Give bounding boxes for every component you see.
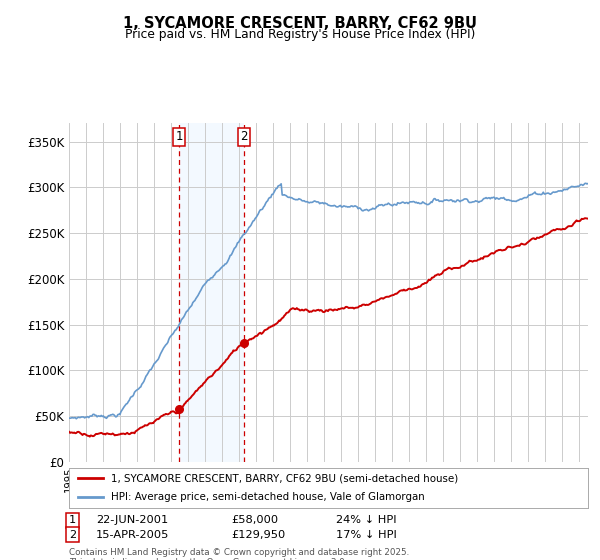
Text: 1, SYCAMORE CRESCENT, BARRY, CF62 9BU (semi-detached house): 1, SYCAMORE CRESCENT, BARRY, CF62 9BU (s… <box>110 474 458 483</box>
Text: HPI: Average price, semi-detached house, Vale of Glamorgan: HPI: Average price, semi-detached house,… <box>110 492 424 502</box>
Text: 15-APR-2005: 15-APR-2005 <box>96 530 169 540</box>
Text: 22-JUN-2001: 22-JUN-2001 <box>96 515 168 525</box>
Text: £129,950: £129,950 <box>231 530 285 540</box>
Bar <box>179 123 244 462</box>
Text: £58,000: £58,000 <box>231 515 278 525</box>
Text: 1: 1 <box>175 130 183 143</box>
Text: 1: 1 <box>69 515 76 525</box>
Text: 2: 2 <box>240 130 248 143</box>
Text: 1, SYCAMORE CRESCENT, BARRY, CF62 9BU: 1, SYCAMORE CRESCENT, BARRY, CF62 9BU <box>123 16 477 31</box>
Text: 2: 2 <box>69 530 76 540</box>
Text: Contains HM Land Registry data © Crown copyright and database right 2025.
This d: Contains HM Land Registry data © Crown c… <box>69 548 409 560</box>
Text: 24% ↓ HPI: 24% ↓ HPI <box>336 515 397 525</box>
Text: 17% ↓ HPI: 17% ↓ HPI <box>336 530 397 540</box>
Text: Price paid vs. HM Land Registry's House Price Index (HPI): Price paid vs. HM Land Registry's House … <box>125 28 475 41</box>
